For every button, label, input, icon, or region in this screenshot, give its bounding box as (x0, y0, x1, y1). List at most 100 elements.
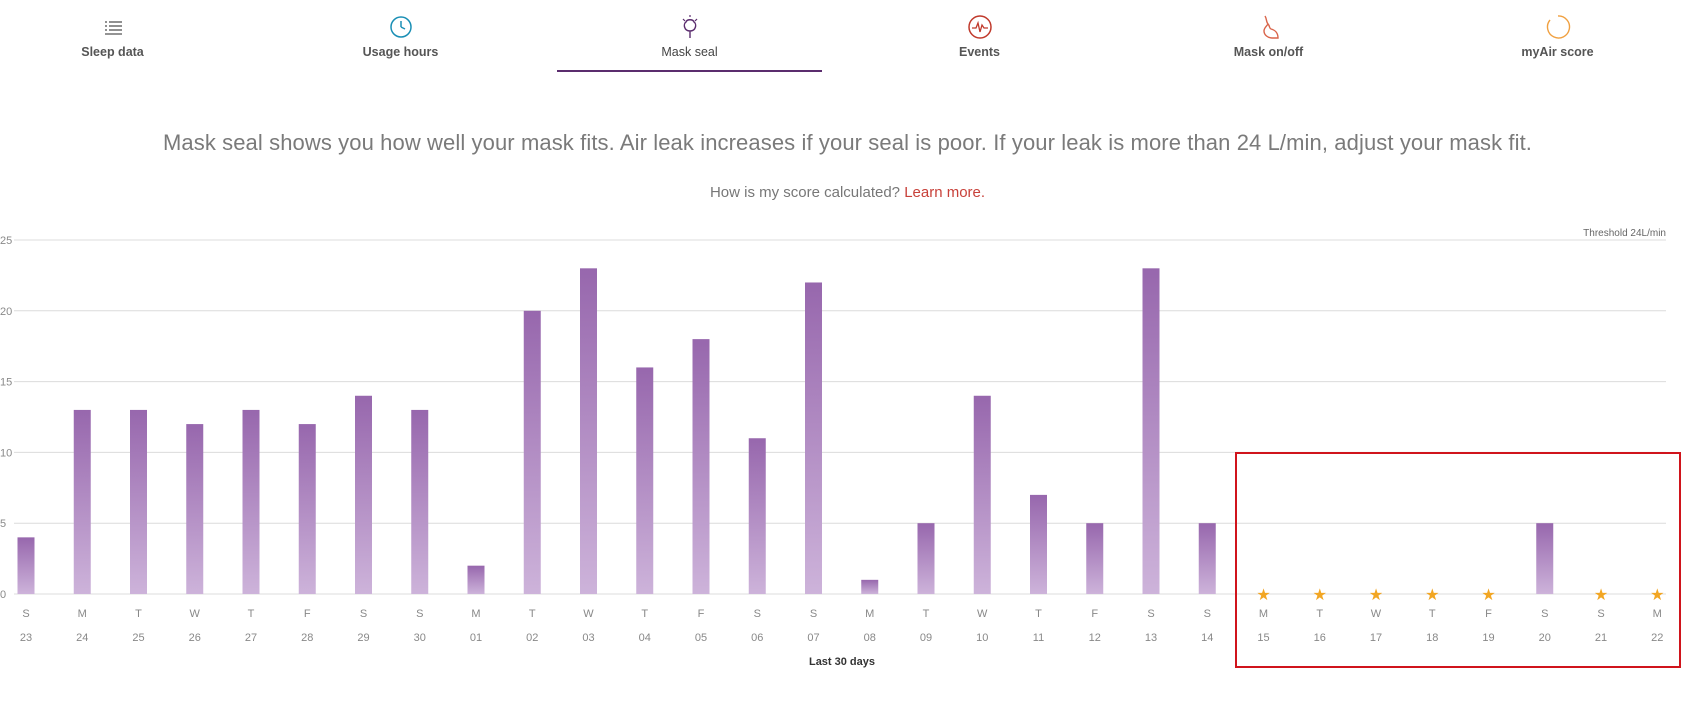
x-tick-day: W (190, 608, 201, 620)
bar (523, 310, 541, 594)
x-tick-date: 09 (920, 632, 932, 644)
bar (973, 395, 991, 594)
x-tick-date: 27 (245, 632, 257, 644)
bar (298, 424, 316, 594)
bar (1086, 523, 1104, 594)
no-data-star-icon: ★ (1256, 585, 1270, 604)
no-data-star-icon: ★ (1481, 585, 1495, 604)
clock-icon (389, 16, 412, 38)
x-tick-date: 22 (1651, 632, 1663, 644)
score-help: How is my score calculated? Learn more. (0, 184, 1695, 201)
tab-label: Mask on/off (1233, 45, 1304, 59)
bar (467, 565, 485, 594)
tab-label: Events (959, 45, 1000, 59)
y-tick-label: 25 (0, 235, 12, 247)
bar (1142, 268, 1160, 594)
x-tick-date: 13 (1145, 632, 1157, 644)
x-tick-date: 19 (1482, 632, 1494, 644)
mask-seal-description: Mask seal shows you how well your mask f… (162, 130, 1533, 155)
active-tab-underline (557, 70, 822, 72)
highlight-box (1235, 452, 1681, 668)
x-tick-date: 11 (1033, 632, 1044, 644)
bar (1030, 494, 1047, 594)
no-data-star-icon: ★ (1650, 585, 1664, 604)
score-ring-icon (1546, 15, 1570, 39)
bar (186, 424, 204, 594)
y-tick-label: 10 (0, 447, 12, 459)
x-tick-day: T (1316, 608, 1323, 620)
heartbeat-icon (967, 15, 992, 39)
bar (130, 409, 147, 594)
no-data-star-icon: ★ (1313, 585, 1327, 604)
tab-events[interactable]: Events (847, 0, 1112, 72)
x-tick-day: S (1147, 608, 1154, 620)
tab-label: Mask seal (661, 45, 718, 59)
x-tick-date: 02 (526, 632, 538, 644)
x-tick-date: 16 (1314, 632, 1326, 644)
x-tick-date: 12 (1089, 632, 1101, 644)
x-tick-day: M (1259, 608, 1268, 620)
tab-label: Usage hours (362, 45, 439, 59)
x-tick-day: F (1091, 608, 1098, 620)
x-tick-date: 18 (1426, 632, 1438, 644)
x-tick-day: F (304, 608, 311, 620)
bar (1536, 523, 1554, 594)
no-data-star-icon: ★ (1594, 585, 1608, 604)
x-tick-day: M (471, 608, 480, 620)
learn-more-link[interactable]: Learn more. (904, 184, 986, 201)
tab-usage-hours[interactable]: Usage hours (268, 0, 533, 72)
x-tick-day: S (416, 608, 423, 620)
x-tick-day: S (754, 608, 761, 620)
x-tick-day: F (698, 608, 705, 620)
face-profile-icon (1262, 15, 1279, 39)
x-tick-day: T (923, 608, 930, 620)
y-tick-label: 0 (0, 589, 6, 601)
x-tick-date: 03 (582, 632, 594, 644)
x-tick-day: S (22, 608, 29, 620)
bar (805, 282, 822, 594)
tab-label: Sleep data (81, 45, 144, 59)
x-tick-day: T (1429, 608, 1436, 620)
x-tick-day: W (583, 608, 594, 620)
x-tick-date: 05 (695, 632, 707, 644)
x-tick-date: 24 (76, 632, 88, 644)
x-tick-day: W (1371, 608, 1382, 620)
x-tick-date: 28 (301, 632, 313, 644)
y-tick-label: 20 (0, 306, 12, 318)
tab-mask-on-off[interactable]: Mask on/off (1136, 0, 1401, 72)
bar (636, 367, 654, 594)
tab-myair-score[interactable]: myAir score (1425, 0, 1690, 72)
x-tick-day: W (977, 608, 988, 620)
bar (861, 579, 879, 594)
x-tick-day: S (360, 608, 367, 620)
no-data-star-icon: ★ (1369, 585, 1383, 604)
x-tick-date: 15 (1257, 632, 1269, 644)
x-tick-day: M (865, 608, 874, 620)
x-tick-date: 07 (807, 632, 819, 644)
x-tick-date: 08 (864, 632, 876, 644)
mask-seal-icon (682, 15, 697, 38)
help-text: How is my score calculated? (709, 184, 901, 201)
tab-sleep-data[interactable]: Sleep data (0, 0, 245, 72)
x-tick-date: 21 (1595, 632, 1607, 644)
x-tick-date: 06 (751, 632, 763, 644)
x-tick-date: 30 (414, 632, 426, 644)
x-tick-date: 17 (1370, 632, 1382, 644)
x-tick-date: 04 (639, 632, 651, 644)
x-tick-day: T (529, 608, 536, 620)
y-tick-label: 5 (0, 518, 6, 530)
bar (73, 409, 91, 594)
x-tick-day: T (248, 608, 255, 620)
tab-mask-seal[interactable]: Mask seal (557, 0, 822, 72)
bar (692, 339, 710, 594)
list-icon (104, 21, 122, 35)
x-tick-day: S (810, 608, 817, 620)
bar (411, 409, 429, 594)
x-tick-day: F (1485, 608, 1492, 620)
x-tick-day: M (78, 608, 87, 620)
bar (1198, 523, 1216, 594)
bar (580, 268, 597, 594)
bar (917, 523, 935, 594)
x-tick-day: S (1541, 608, 1548, 620)
bar (242, 409, 260, 594)
